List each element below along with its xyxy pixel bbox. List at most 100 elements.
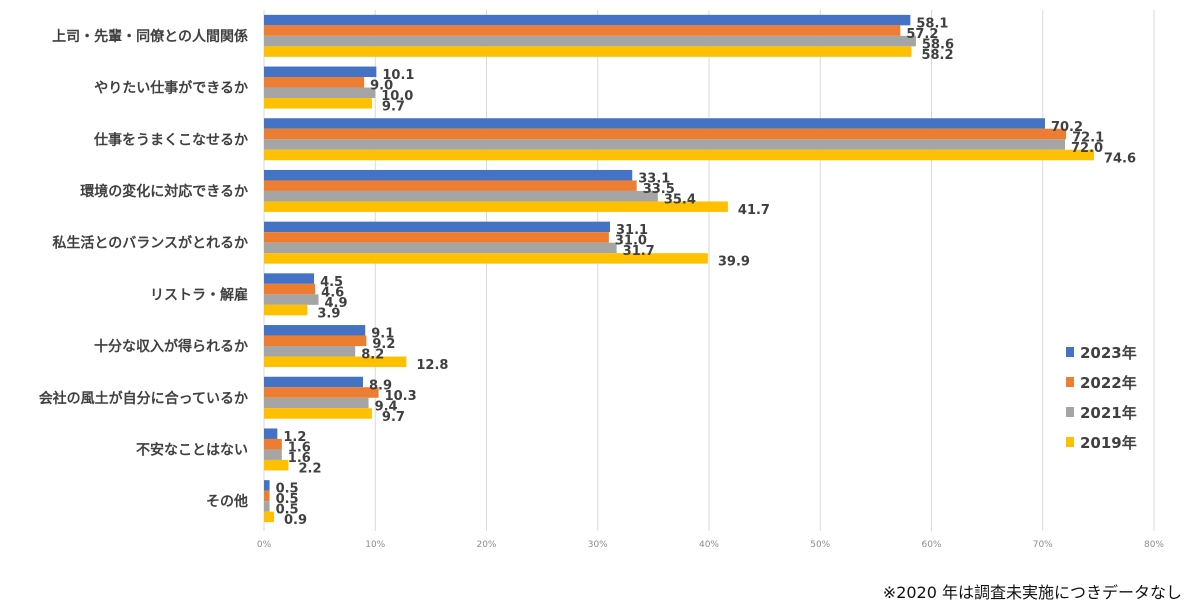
x-tick-label: 40% (699, 540, 719, 550)
data-label: 41.7 (738, 203, 770, 218)
bar (264, 87, 376, 99)
data-label: 58.2 (921, 48, 953, 63)
data-label: 0.5 (276, 503, 299, 518)
data-label: 70.2 (1051, 120, 1083, 135)
data-label: 9.1 (371, 327, 394, 342)
legend-swatch (1066, 347, 1074, 357)
data-label: 9.7 (382, 100, 405, 115)
bar (264, 139, 1065, 150)
category-label: 仕事をうまくこなせるか (93, 131, 248, 148)
data-label: 31.1 (616, 223, 648, 238)
data-label: 9.7 (382, 410, 405, 425)
data-label: 57.2 (906, 27, 938, 42)
data-label: 39.9 (718, 255, 750, 270)
bar (264, 346, 356, 357)
value-labels: 58.157.258.658.210.19.010.09.770.272.172… (276, 16, 1136, 528)
category-label: 上司・先輩・同僚との人間関係 (52, 28, 248, 45)
bar (264, 169, 633, 181)
category-label: 不安なことはない (136, 441, 248, 458)
data-label: 72.0 (1071, 141, 1103, 156)
data-label: 9.4 (375, 399, 398, 414)
footnote: ※2020 年は調査未実施につきデータなし (882, 583, 1182, 602)
data-label: 10.3 (385, 389, 417, 404)
bar (264, 253, 708, 264)
x-tick-label: 0% (257, 540, 272, 550)
bar (264, 190, 658, 202)
data-label: 4.5 (320, 275, 343, 290)
x-axis-ticks: 0% 10% 20% 30% 40% 50% 60% 70% 80% (257, 540, 1165, 550)
bar (264, 387, 379, 398)
bar (264, 438, 282, 450)
legend-label: 2021年 (1080, 404, 1137, 422)
data-label: 9.0 (370, 79, 393, 94)
bar (264, 356, 407, 368)
data-label: 12.8 (416, 358, 448, 373)
bar (264, 304, 308, 316)
category-label: 十分な収入が得られるか (94, 338, 248, 355)
bar (264, 335, 367, 347)
data-label: 1.6 (288, 440, 311, 455)
data-label: 1.2 (283, 430, 306, 445)
legend-swatch (1066, 437, 1074, 447)
x-tick-label: 80% (1144, 540, 1164, 550)
bar (264, 118, 1045, 129)
bar (264, 273, 315, 284)
data-label: 0.5 (276, 492, 299, 507)
category-label: リストラ・解雇 (150, 286, 248, 303)
bar (264, 480, 270, 491)
legend-swatch (1066, 377, 1074, 387)
bars (264, 14, 1094, 523)
bar (264, 283, 316, 295)
x-tick-label: 50% (810, 540, 830, 550)
data-label: 10.1 (382, 68, 414, 83)
legend-label: 2019年 (1080, 434, 1137, 452)
bar (264, 46, 912, 57)
data-label: 72.1 (1072, 130, 1104, 145)
bar (264, 294, 319, 305)
x-tick-label: 60% (921, 540, 941, 550)
data-label: 58.6 (922, 37, 954, 52)
x-tick-label: 70% (1033, 540, 1053, 550)
bar (264, 180, 637, 191)
bar (264, 128, 1067, 140)
category-label: 私生活とのバランスがとれるか (52, 235, 248, 252)
data-label: 33.5 (643, 182, 675, 197)
bar (264, 449, 282, 460)
data-label: 0.5 (276, 482, 299, 497)
bar (264, 201, 728, 212)
bar (264, 149, 1094, 161)
data-label: 4.6 (321, 285, 344, 300)
bar (264, 397, 369, 409)
bar (264, 25, 901, 36)
x-tick-label: 20% (476, 540, 496, 550)
data-label: 31.0 (615, 234, 647, 249)
bar (264, 221, 610, 233)
data-label: 8.9 (369, 378, 392, 393)
bar (264, 325, 366, 336)
legend: 2023年 2022年 2021年 2019年 (1066, 344, 1137, 452)
data-label: 74.6 (1104, 151, 1136, 166)
data-label: 35.4 (664, 192, 696, 207)
data-label: 3.9 (317, 306, 340, 321)
legend-swatch (1066, 407, 1074, 417)
bar (264, 35, 916, 47)
bar (264, 77, 365, 88)
category-label: その他 (206, 493, 248, 510)
bar (264, 408, 372, 419)
data-label: 10.0 (381, 89, 413, 104)
data-label: 2.2 (298, 461, 321, 476)
bar (264, 428, 278, 439)
bar (264, 232, 609, 243)
data-label: 33.1 (638, 171, 670, 186)
x-tick-label: 30% (588, 540, 608, 550)
bar (264, 98, 372, 109)
category-label: 会社の風土が自分に合っているか (39, 390, 248, 407)
data-label: 4.9 (325, 296, 348, 311)
bar (264, 376, 364, 388)
bar (264, 490, 270, 502)
data-label: 1.6 (288, 451, 311, 466)
legend-label: 2023年 (1080, 344, 1137, 362)
data-label: 58.1 (916, 16, 948, 31)
bar (264, 501, 270, 512)
